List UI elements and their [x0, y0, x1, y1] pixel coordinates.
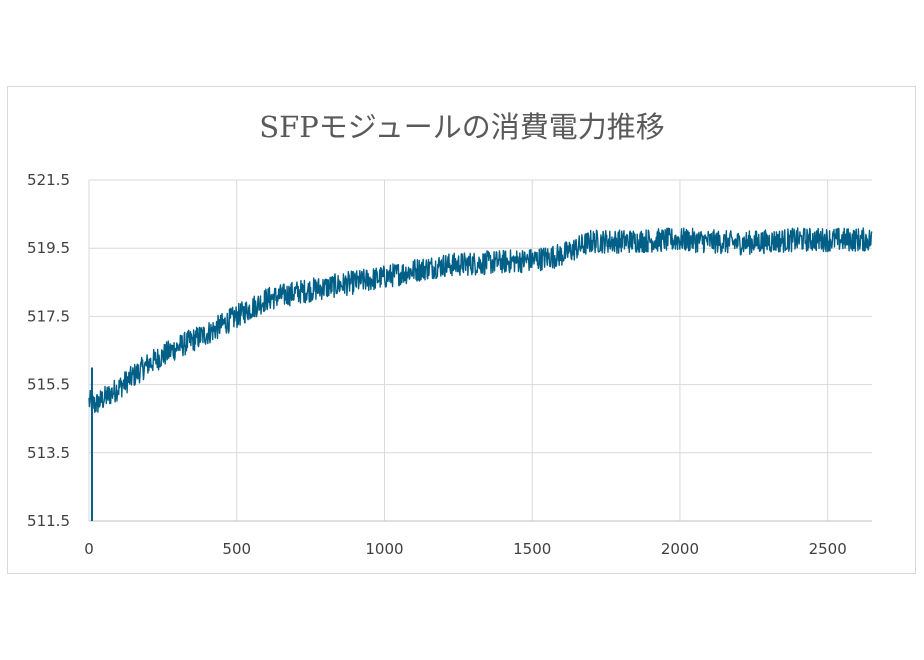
chart-frame [7, 86, 916, 574]
tick-labels: 511.5 513.5 515.5 517.5 519.5 521.5 0 500 1000 15… [27, 171, 847, 558]
x-tick-label-0: 0 [84, 540, 94, 558]
chart-title: SFPモジュールの消費電力推移 [259, 110, 664, 144]
y-tick-label-3: 517.5 [27, 307, 70, 325]
x-tick-label-2: 1000 [365, 540, 403, 558]
y-tick-label-2: 515.5 [27, 376, 70, 394]
y-tick-label-1: 513.5 [27, 444, 70, 462]
x-tick-label-3: 1500 [513, 540, 551, 558]
y-tick-label-4: 519.5 [27, 239, 70, 257]
series-power [88, 227, 873, 521]
y-tick-label-5: 521.5 [27, 171, 70, 189]
x-tick-label-5: 2500 [809, 540, 847, 558]
gridlines [88, 179, 872, 522]
series-line [88, 227, 873, 413]
y-tick-label-0: 511.5 [27, 512, 70, 530]
x-tick-label-1: 500 [222, 540, 251, 558]
x-tick-label-4: 2000 [661, 540, 699, 558]
